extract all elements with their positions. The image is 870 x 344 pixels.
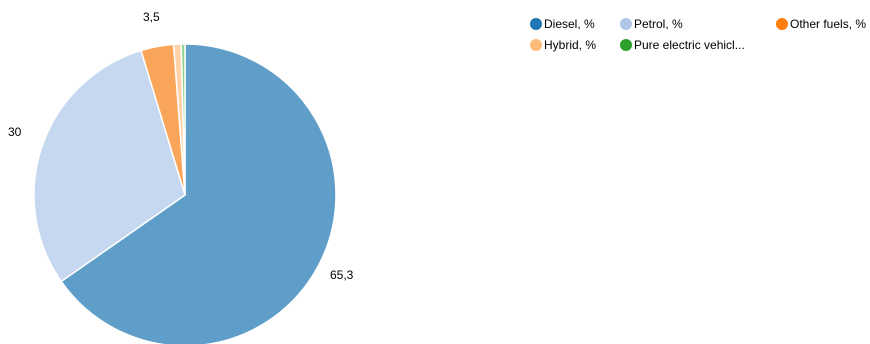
legend-swatch (620, 39, 632, 51)
legend-label: Other fuels, % (790, 17, 866, 31)
legend-swatch (530, 18, 542, 30)
legend-swatch (776, 18, 788, 30)
pie-slice-petrol[interactable] (33, 49, 186, 283)
legend-label: Hybrid, % (544, 38, 596, 52)
pie-slice-pure-electric-vehicl[interactable] (180, 43, 186, 196)
legend-item-4[interactable]: Pure electric vehicl... (620, 38, 745, 52)
pie-slice-diesel[interactable] (60, 43, 337, 344)
legend: Diesel, % Petrol, % Other fuels, % Hybrid, … (530, 17, 866, 52)
pie-slices (33, 43, 337, 344)
legend-swatch (620, 18, 632, 30)
data-label-1: 30 (8, 125, 22, 139)
data-label-0: 65,3 (330, 268, 354, 282)
legend-label: Pure electric vehicl... (634, 38, 745, 52)
pie-data-labels: 65,3 30 3,5 (8, 10, 354, 282)
legend-item-1[interactable]: Petrol, % (620, 17, 683, 31)
legend-label: Petrol, % (634, 17, 683, 31)
legend-item-0[interactable]: Diesel, % (530, 17, 595, 31)
data-label-2: 3,5 (143, 10, 160, 24)
legend-label: Diesel, % (544, 17, 595, 31)
legend-item-2[interactable]: Other fuels, % (776, 17, 866, 31)
legend-item-3[interactable]: Hybrid, % (530, 38, 596, 52)
legend-swatch (530, 39, 542, 51)
